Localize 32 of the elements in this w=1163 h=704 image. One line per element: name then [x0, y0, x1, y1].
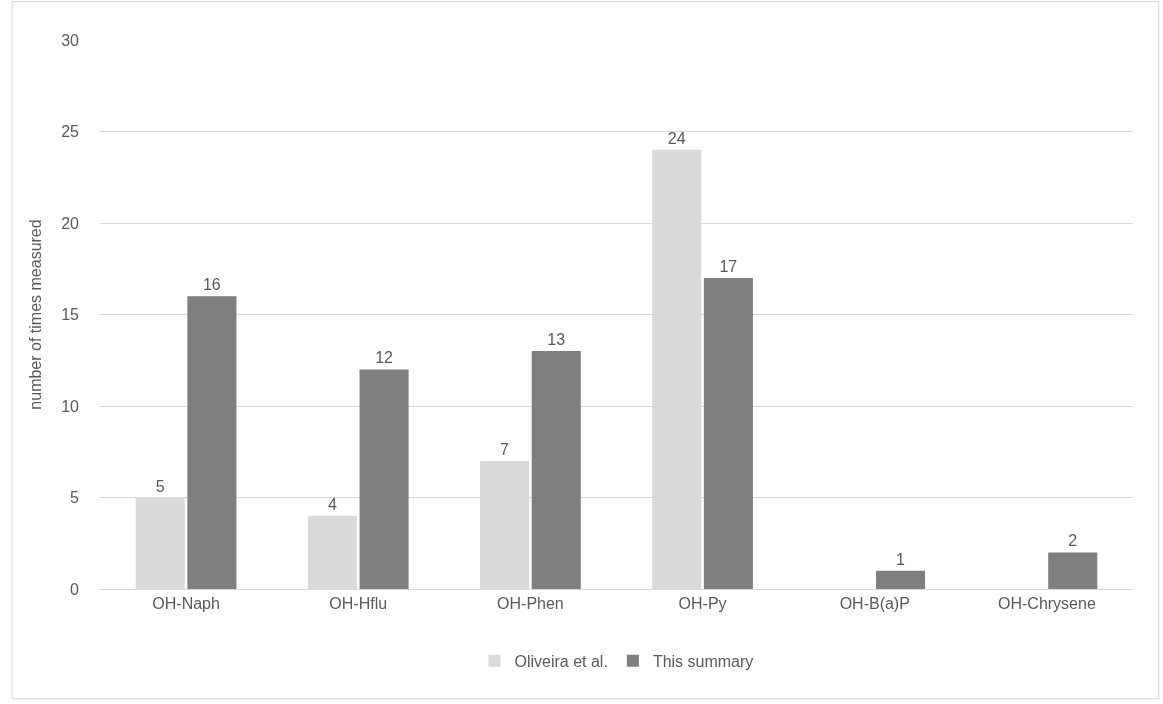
y-tick-label: 15 — [61, 306, 80, 324]
bar — [1048, 552, 1098, 589]
x-tick-label: OH-Hflu — [329, 595, 388, 613]
data-label: 4 — [327, 495, 337, 513]
bar — [703, 277, 753, 589]
bar — [876, 570, 926, 589]
x-tick-label: OH-Chrysene — [998, 595, 1096, 613]
y-tick-label: 10 — [61, 397, 80, 415]
data-label: 24 — [667, 129, 686, 147]
data-label: 5 — [155, 477, 165, 495]
x-tick-label: OH-Phen — [497, 595, 564, 613]
y-tick-label: 30 — [61, 31, 80, 49]
bar — [187, 296, 237, 589]
bar — [531, 351, 581, 589]
y-tick-label: 25 — [61, 123, 80, 141]
bar — [359, 369, 409, 589]
data-label: 12 — [375, 349, 394, 367]
y-tick-label: 5 — [70, 489, 80, 507]
data-label: 1 — [896, 550, 906, 568]
y-axis-title: number of times measured — [27, 219, 45, 410]
y-tick-label: 20 — [61, 214, 80, 232]
data-label: 7 — [500, 440, 510, 458]
data-label: 2 — [1068, 532, 1078, 550]
x-tick-label: OH-B(a)P — [839, 595, 910, 613]
data-label: 16 — [202, 276, 221, 294]
data-label: 17 — [719, 257, 738, 275]
data-label: 13 — [547, 331, 566, 349]
y-tick-label: 0 — [70, 580, 80, 598]
legend-label: Oliveira et al. — [514, 653, 608, 671]
x-tick-label: OH-Naph — [152, 595, 220, 613]
x-tick-label: OH-Py — [678, 595, 727, 613]
legend-label: This summary — [652, 653, 754, 671]
